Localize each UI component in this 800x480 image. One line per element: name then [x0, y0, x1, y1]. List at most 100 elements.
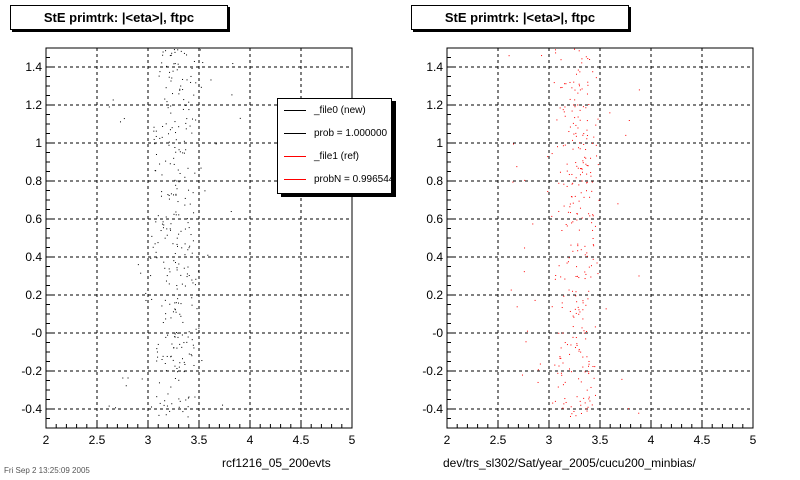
- scatter-point: [584, 402, 586, 404]
- scatter-point: [565, 401, 567, 403]
- scatter-point: [161, 191, 163, 193]
- scatter-point: [161, 223, 163, 225]
- scatter-point: [179, 88, 181, 90]
- scatter-point: [571, 183, 573, 185]
- scatter-point: [591, 181, 593, 183]
- scatter-point: [569, 98, 571, 100]
- scatter-point: [584, 245, 586, 247]
- scatter-point: [169, 129, 171, 131]
- scatter-point: [524, 247, 526, 249]
- scatter-point: [125, 385, 127, 387]
- scatter-point: [163, 224, 165, 226]
- scatter-point: [586, 138, 588, 140]
- scatter-point: [564, 398, 566, 400]
- scatter-point: [584, 371, 586, 373]
- scatter-point: [185, 149, 187, 151]
- scatter-point: [188, 101, 190, 103]
- x-tick-label: 4: [648, 433, 655, 447]
- scatter-point: [580, 168, 582, 170]
- scatter-point: [588, 213, 590, 215]
- scatter-point: [158, 414, 160, 416]
- scatter-point: [579, 207, 581, 209]
- scatter-point: [557, 386, 559, 388]
- x-axis-label-left: rcf1216_05_200evts: [222, 456, 331, 470]
- scatter-point: [168, 283, 170, 285]
- scatter-point: [201, 360, 203, 362]
- scatter-point: [172, 70, 174, 72]
- scatter-point: [164, 299, 166, 301]
- scatter-point: [575, 124, 577, 126]
- scatter-point: [180, 303, 182, 305]
- scatter-point: [184, 363, 186, 365]
- scatter-point: [194, 172, 196, 174]
- scatter-point: [191, 304, 193, 306]
- scatter-point: [185, 122, 187, 124]
- y-tick-label: 1.4: [426, 60, 443, 74]
- legend-line-file1: [284, 155, 306, 157]
- scatter-point: [592, 238, 594, 240]
- scatter-point: [166, 275, 168, 277]
- scatter-point: [170, 229, 172, 231]
- scatter-point: [580, 249, 582, 251]
- scatter-point: [582, 309, 584, 311]
- scatter-point: [174, 63, 176, 65]
- scatter-point: [583, 143, 585, 145]
- scatter-point: [174, 146, 176, 148]
- legend-label-file1: _file1 (ref): [314, 150, 360, 162]
- scatter-point: [562, 109, 564, 111]
- scatter-point: [552, 402, 554, 404]
- scatter-point: [182, 411, 184, 413]
- scatter-point: [574, 106, 576, 108]
- scatter-point: [178, 181, 180, 183]
- scatter-point: [174, 308, 176, 310]
- scatter-point: [165, 414, 167, 416]
- scatter-point: [178, 302, 180, 304]
- scatter-point: [551, 215, 553, 217]
- scatter-point: [590, 265, 592, 267]
- scatter-point: [537, 369, 539, 371]
- scatter-point: [587, 165, 589, 167]
- scatter-point: [171, 77, 173, 79]
- x-tick-label: 3: [546, 433, 553, 447]
- scatter-point: [195, 119, 197, 121]
- scatter-point: [553, 82, 555, 84]
- scatter-point: [183, 152, 185, 154]
- scatter-point: [200, 86, 202, 88]
- scatter-point: [595, 144, 597, 146]
- scatter-point: [577, 104, 579, 106]
- scatter-point: [564, 342, 566, 344]
- scatter-point: [508, 55, 510, 57]
- scatter-point: [574, 308, 576, 310]
- scatter-point: [563, 111, 565, 113]
- scatter-point: [587, 84, 589, 86]
- scatter-point: [115, 407, 117, 409]
- scatter-point: [579, 174, 581, 176]
- scatter-point: [112, 99, 114, 101]
- scatter-point: [580, 168, 582, 170]
- x-tick-label: 2: [43, 433, 50, 447]
- scatter-point: [563, 403, 565, 405]
- scatter-point: [175, 311, 177, 313]
- scatter-point: [575, 275, 577, 277]
- scatter-point: [586, 165, 588, 167]
- scatter-point: [567, 211, 569, 213]
- scatter-point: [156, 360, 158, 362]
- scatter-point: [564, 278, 566, 280]
- scatter-point: [156, 396, 158, 398]
- scatter-point: [184, 254, 186, 256]
- scatter-point: [567, 261, 569, 263]
- scatter-point: [565, 83, 567, 85]
- scatter-point: [570, 371, 572, 373]
- scatter-point: [578, 50, 580, 52]
- scatter-point: [178, 214, 180, 216]
- y-tick-label: 1.2: [25, 98, 42, 112]
- scatter-point: [167, 194, 169, 196]
- scatter-point: [188, 275, 190, 277]
- scatter-point: [162, 51, 164, 53]
- scatter-point: [596, 262, 598, 264]
- scatter-point: [177, 332, 179, 334]
- scatter-point: [628, 120, 630, 122]
- scatter-point: [571, 196, 573, 198]
- scatter-point: [184, 285, 186, 287]
- scatter-point: [145, 292, 147, 294]
